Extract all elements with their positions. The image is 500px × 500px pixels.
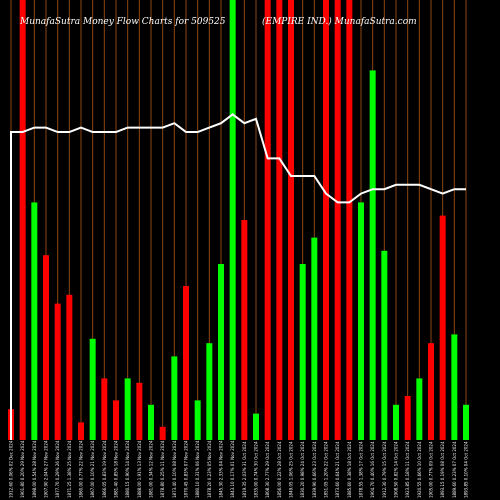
money-flow-bar — [404, 396, 411, 440]
money-flow-bar — [194, 400, 201, 440]
money-flow-bar — [253, 413, 259, 440]
money-flow-bar — [323, 0, 329, 440]
money-flow-bar — [183, 286, 189, 440]
chart-title-right: (EMPIRE IND.) MunafaSutra.com — [262, 16, 417, 27]
x-tick-label: 1898.00 0.54% 28 Nov 2024 — [32, 440, 37, 498]
money-flow-bar — [78, 422, 84, 440]
money-flow-bar — [264, 0, 271, 440]
x-tick-label: 1845.30 2.33% 04 Nov 2024 — [219, 440, 224, 498]
x-tick-label: 1851.05 1.20% 22 Oct 2024 — [324, 441, 329, 498]
x-tick-label: 1878.55 1.38% 17 Oct 2024 — [359, 441, 364, 498]
money-flow-bar — [393, 404, 399, 440]
x-tick-label: 1912.30 0.79% 15 Oct 2024 — [382, 441, 387, 498]
x-tick-label: 1904.70 0.40% 16 Oct 2024 — [370, 441, 375, 498]
money-flow-bar — [311, 237, 318, 440]
x-tick-label: 1867.00 0.10% 21 Nov 2024 — [90, 440, 95, 498]
money-flow-bar — [206, 343, 213, 440]
x-tick-label: 1860.00 0.77% 22 Nov 2024 — [79, 440, 84, 498]
money-flow-bar — [416, 378, 423, 440]
money-flow-bar — [381, 250, 388, 440]
money-flow-bar — [66, 294, 73, 440]
x-tick-label: 1873.40 0.10% 08 Nov 2024 — [172, 440, 177, 498]
x-tick-label: 1901.80 0.20% 29 Nov 2024 — [20, 440, 25, 498]
x-tick-label: 1878.20 0.23% 05 Nov 2024 — [207, 440, 212, 498]
money-flow-bar — [113, 400, 119, 440]
money-flow-bar — [218, 264, 224, 440]
money-flow-bar — [19, 0, 26, 440]
money-flow-bar — [428, 343, 434, 440]
x-tick-label: 1885.60 0.38% 18 Oct 2024 — [347, 441, 352, 498]
money-flow-bar — [124, 378, 131, 440]
money-flow-bar — [43, 255, 49, 440]
x-tick-labels: 1912.60 0.06% 02 Dec 2024 1901.80 0.20% 2… — [9, 440, 469, 498]
money-flow-bar — [369, 70, 376, 441]
money-flow-bar — [358, 202, 364, 440]
money-flow-bar — [31, 202, 38, 440]
money-flow-bar — [229, 0, 236, 440]
money-flow-bar — [101, 378, 108, 440]
x-tick-label: 1888.00 1.91% 13 Nov 2024 — [137, 440, 142, 498]
x-tick-label: 1849.05 1.06% 25 Oct 2024 — [289, 441, 294, 498]
money-flow-bar — [334, 0, 341, 440]
money-flow-bar — [439, 215, 446, 440]
money-flow-bar — [136, 382, 143, 440]
money-flow-bar — [54, 303, 61, 440]
x-tick-label: 1819.35 2.03% 31 Oct 2024 — [242, 441, 247, 498]
x-tick-label: 1920.55 0.66% 10 Oct 2024 — [417, 441, 422, 498]
x-tick-label: 1893.85 0.10% 04 Oct 2024 — [464, 441, 469, 498]
x-tick-label: 1880.15 0.90% 14 Nov 2024 — [125, 440, 130, 498]
money-flow-bar — [148, 404, 154, 440]
x-tick-label: 1923.85 0.18% 11 Oct 2024 — [405, 441, 410, 498]
x-tick-label: 1893.15 0.19% 08 Oct 2024 — [440, 441, 445, 498]
money-flow-bars — [8, 0, 469, 441]
x-tick-label: 1880.10 0.31% 06 Nov 2024 — [195, 440, 200, 498]
money-flow-bar — [451, 334, 458, 440]
price-line — [10, 113, 466, 440]
x-tick-label: 1866.05 0.83% 19 Nov 2024 — [102, 440, 107, 498]
chart-title-left: MunafaSutra Money Flow Charts for 509525 — [19, 17, 226, 27]
money-flow-bar — [171, 356, 178, 440]
money-flow-bar — [89, 338, 96, 440]
x-tick-label: 1830.20 0.98% 24 Oct 2024 — [300, 441, 305, 498]
x-tick-label: 1889.60 0.23% 07 Oct 2024 — [452, 441, 457, 498]
money-flow-bar — [241, 220, 248, 440]
x-tick-label: 1835.00 0.74% 30 Oct 2024 — [254, 441, 259, 498]
x-tick-label: 1808.30 2.77% 29 Oct 2024 — [265, 441, 270, 498]
money-flow-bar — [299, 264, 306, 440]
x-tick-label: 1871.25 1.38% 25 Nov 2024 — [67, 440, 72, 498]
x-tick-label: 1908.50 0.82% 14 Oct 2024 — [394, 441, 399, 498]
x-tick-label: 1881.40 0.85% 18 Nov 2024 — [114, 440, 119, 498]
money-flow-bar — [463, 404, 469, 440]
x-tick-label: 1912.60 0.06% 02 Dec 2024 — [9, 440, 14, 498]
x-tick-label: 1873.60 0.64% 21 Oct 2024 — [335, 441, 340, 498]
money-flow-bar — [159, 426, 166, 440]
x-tick-label: 1878.80 0.25% 11 Nov 2024 — [160, 440, 165, 498]
x-tick-label: 1907.90 2.04% 27 Nov 2024 — [44, 440, 49, 498]
money-flow-bar — [288, 0, 294, 440]
x-tick-label: 1881.00 0.34% 12 Nov 2024 — [149, 440, 154, 498]
x-tick-label: 1856.00 0.22% 28 Oct 2024 — [277, 441, 282, 498]
x-tick-label: 1839.90 0.66% 23 Oct 2024 — [312, 441, 317, 498]
money-flow-bar — [276, 0, 283, 440]
x-tick-label: 1905.00 0.77% 09 Oct 2024 — [429, 441, 434, 498]
x-tick-label: 1877.70 0.29% 26 Nov 2024 — [55, 440, 60, 498]
x-tick-label: 1870.45 0.83% 07 Nov 2024 — [184, 440, 189, 498]
x-tick-label: 1843.10 0.17% 01 Nov 2024 — [230, 440, 235, 498]
money-flow-bar — [346, 0, 353, 440]
